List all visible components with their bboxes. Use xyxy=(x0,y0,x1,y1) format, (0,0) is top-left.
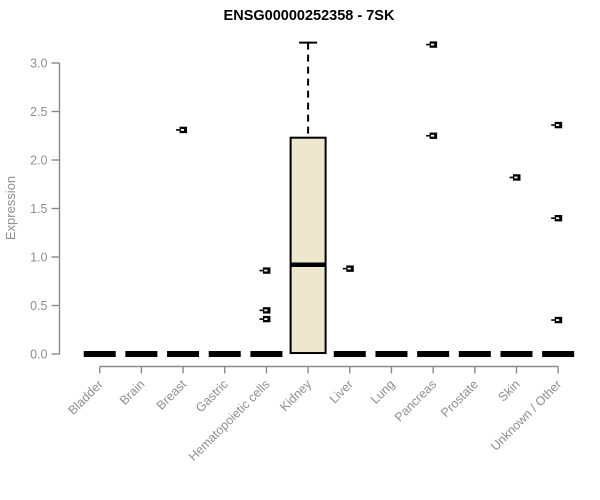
flat-box-unknown-other xyxy=(542,351,575,357)
y-tick-label-2.5: 2.5 xyxy=(30,105,47,119)
x-tick-label-unknown-other: Unknown / Other xyxy=(488,377,564,453)
x-tick-label-lung: Lung xyxy=(368,377,398,407)
x-tick-label-brain: Brain xyxy=(117,377,148,408)
flat-box-lung xyxy=(375,351,408,357)
y-tick-label-3.0: 3.0 xyxy=(30,57,47,71)
x-tick-label-kidney: Kidney xyxy=(277,377,314,414)
x-tick-label-gastric: Gastric xyxy=(193,377,231,415)
y-tick-label-0.0: 0.0 xyxy=(30,348,47,362)
flat-box-brain xyxy=(125,351,158,357)
x-tick-label-prostate: Prostate xyxy=(438,377,481,420)
x-tick-label-bladder: Bladder xyxy=(65,377,105,417)
x-tick-label-liver: Liver xyxy=(327,377,356,406)
y-tick-label-0.5: 0.5 xyxy=(30,299,47,313)
flat-box-skin xyxy=(500,351,533,357)
y-tick-label-2.0: 2.0 xyxy=(30,154,47,168)
flat-box-hematopoietic-cells xyxy=(250,351,283,357)
y-axis-label: Expression xyxy=(3,176,18,240)
x-tick-label-breast: Breast xyxy=(154,377,190,413)
flat-box-gastric xyxy=(208,351,241,357)
x-tick-label-hematopoietic-cells: Hematopoietic cells xyxy=(186,377,273,464)
flat-box-breast xyxy=(167,351,200,357)
x-tick-label-pancreas: Pancreas xyxy=(392,377,439,424)
flat-box-bladder xyxy=(83,351,116,357)
flat-box-liver xyxy=(333,351,366,357)
flat-box-pancreas xyxy=(417,351,450,357)
box-kidney xyxy=(289,136,327,355)
flat-box-prostate xyxy=(458,351,491,357)
x-tick-label-skin: Skin xyxy=(496,377,523,404)
y-tick-label-1.0: 1.0 xyxy=(30,251,47,265)
y-tick-label-1.5: 1.5 xyxy=(30,202,47,216)
chart-title: ENSG00000252358 - 7SK xyxy=(223,8,395,24)
